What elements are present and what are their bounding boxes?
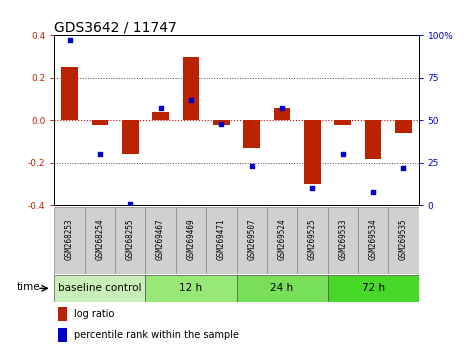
Text: GSM269534: GSM269534 xyxy=(368,218,377,260)
Bar xyxy=(58,307,67,321)
Text: GSM269471: GSM269471 xyxy=(217,218,226,260)
Text: log ratio: log ratio xyxy=(74,309,115,319)
Bar xyxy=(115,207,146,274)
Bar xyxy=(58,328,67,342)
Bar xyxy=(334,120,351,125)
Text: baseline control: baseline control xyxy=(58,283,142,293)
Text: GSM268254: GSM268254 xyxy=(96,218,105,260)
Bar xyxy=(213,120,230,125)
Point xyxy=(369,189,377,195)
Point xyxy=(218,121,225,127)
Bar xyxy=(85,207,115,274)
Bar xyxy=(358,207,388,274)
Bar xyxy=(54,207,85,274)
Bar xyxy=(395,120,412,133)
Point xyxy=(400,165,407,171)
Bar xyxy=(183,57,199,120)
Text: GSM269525: GSM269525 xyxy=(308,218,317,260)
Bar xyxy=(145,207,176,274)
Point xyxy=(278,105,286,111)
Text: GSM269469: GSM269469 xyxy=(186,218,195,260)
Text: 72 h: 72 h xyxy=(361,283,385,293)
Bar xyxy=(304,120,321,184)
Point xyxy=(157,105,165,111)
Text: GSM269507: GSM269507 xyxy=(247,218,256,260)
Text: 24 h: 24 h xyxy=(271,283,294,293)
Bar xyxy=(206,207,236,274)
Point xyxy=(248,164,255,169)
Point xyxy=(187,97,195,103)
Text: 12 h: 12 h xyxy=(179,283,202,293)
Text: percentile rank within the sample: percentile rank within the sample xyxy=(74,330,239,340)
Bar xyxy=(122,120,139,154)
Point xyxy=(66,38,73,43)
Bar xyxy=(243,120,260,148)
Bar xyxy=(297,207,327,274)
Bar xyxy=(152,112,169,120)
Bar xyxy=(388,207,419,274)
Bar xyxy=(365,120,381,159)
Text: GSM268255: GSM268255 xyxy=(126,218,135,260)
Text: GDS3642 / 11747: GDS3642 / 11747 xyxy=(54,20,177,34)
Text: GSM268253: GSM268253 xyxy=(65,218,74,260)
Bar xyxy=(176,207,206,274)
Text: GSM269524: GSM269524 xyxy=(278,218,287,260)
Bar xyxy=(236,207,267,274)
Point xyxy=(339,152,347,157)
Bar xyxy=(61,67,78,120)
Bar xyxy=(274,108,290,120)
Text: GSM269533: GSM269533 xyxy=(338,218,347,260)
Point xyxy=(126,201,134,206)
Bar xyxy=(146,275,236,302)
Bar xyxy=(54,275,146,302)
Text: time: time xyxy=(16,282,40,292)
Text: GSM269467: GSM269467 xyxy=(156,218,165,260)
Bar xyxy=(267,207,297,274)
Bar xyxy=(92,120,108,125)
Bar xyxy=(327,207,358,274)
Point xyxy=(96,152,104,157)
Bar xyxy=(236,275,327,302)
Text: GSM269535: GSM269535 xyxy=(399,218,408,260)
Bar xyxy=(327,275,419,302)
Point xyxy=(308,185,316,191)
